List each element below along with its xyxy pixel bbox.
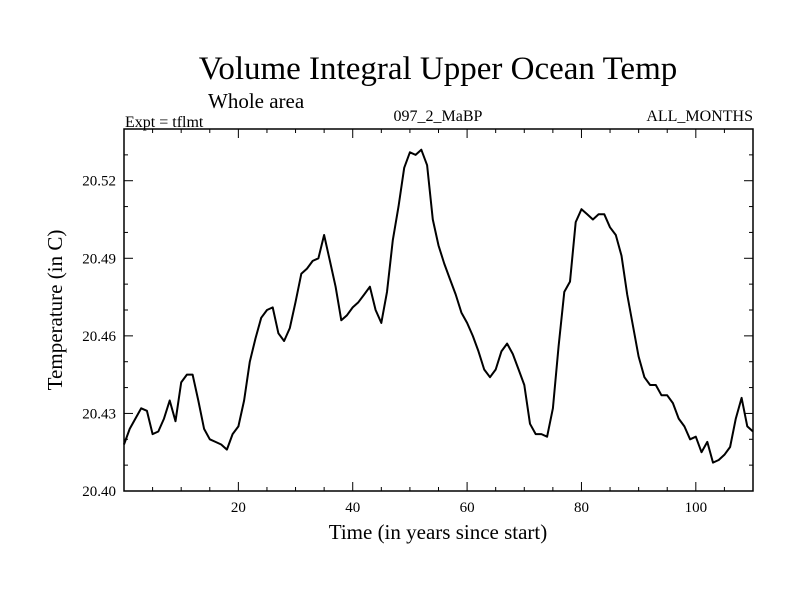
x-tick-label: 20 xyxy=(231,500,246,516)
y-axis-label: Temperature (in C) xyxy=(43,230,67,391)
x-tick-label: 60 xyxy=(460,500,475,516)
y-tick-label: 20.43 xyxy=(82,406,116,422)
months-label: ALL_MONTHS xyxy=(646,108,753,125)
x-tick-label: 80 xyxy=(574,500,589,516)
y-tick-label: 20.40 xyxy=(82,484,116,500)
plot-area: 20 40 60 80 100 20.40 20.43 20.46 20.49 20.52 xyxy=(82,128,754,516)
x-tick-label: 100 xyxy=(685,500,708,516)
run-id-label: 097_2_MaBP xyxy=(394,108,483,125)
series-line-0 xyxy=(123,148,754,464)
chart-subtitle: Whole area xyxy=(208,89,305,113)
y-tick-label: 20.49 xyxy=(82,251,116,267)
y-tick-label: 20.46 xyxy=(82,329,116,345)
expt-label: Expt = tflmt xyxy=(125,114,204,131)
x-axis-label: Time (in years since start) xyxy=(329,520,548,544)
chart-title: Volume Integral Upper Ocean Temp xyxy=(199,51,677,87)
x-tick-label: 40 xyxy=(345,500,360,516)
y-tick-label: 20.52 xyxy=(82,174,116,190)
plot-frame xyxy=(123,128,754,492)
